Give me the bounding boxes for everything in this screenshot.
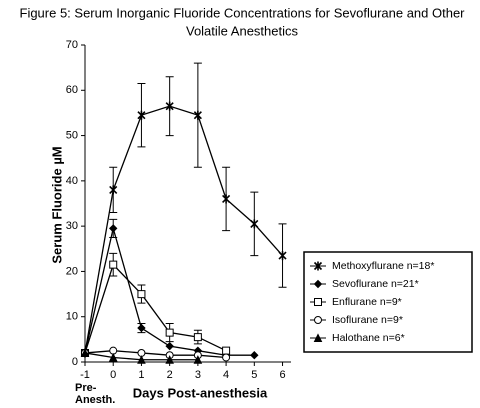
data-point [278,251,287,261]
legend-marker [314,298,322,306]
data-point [109,260,118,269]
series-line [84,350,227,359]
data-point [250,350,259,360]
legend-marker [313,333,323,342]
legend-text: Sevoflurane n=21* [332,278,419,290]
x-axis-label: Days Post-anesthesia [133,385,268,400]
y-tick-label: 50 [66,129,78,141]
data-point [165,101,174,111]
data-point [109,224,118,233]
data-point [109,346,118,355]
x-tick-label: 6 [279,369,285,381]
data-point [250,219,259,229]
legend-text: Isoflurane n=9* [332,314,403,326]
data-point [137,290,146,299]
y-tick-label: 20 [66,265,78,277]
y-tick-label: 10 [66,311,78,323]
series-line [84,105,284,354]
data-point [109,185,118,195]
x-tick-label: 4 [223,369,229,381]
data-point [222,353,231,362]
data-point [222,194,231,204]
y-axis-label: Serum Fluoride µM [49,146,64,263]
y-tick-label: 60 [66,84,78,96]
data-point [108,352,118,362]
data-point [80,348,90,357]
legend-text: Enflurane n=9* [332,296,402,308]
series-line [84,263,227,354]
legend-marker [314,316,323,324]
legend-box [303,251,473,353]
data-point [193,110,202,120]
data-point [222,346,231,355]
data-point [165,355,174,364]
data-point [137,323,146,333]
annotation: Pre- [75,382,97,394]
legend-marker [313,279,323,289]
x-tick-label: 0 [110,369,116,381]
y-tick-label: 70 [66,39,78,51]
data-point [193,355,203,364]
legend-text: Halothane n=6* [332,332,405,344]
data-point [137,355,146,364]
x-tick-label: 3 [195,369,201,381]
x-tick-label: 2 [167,369,173,381]
annotation: Anesth. [75,394,115,406]
y-tick-label: 30 [66,220,78,232]
legend-marker [313,261,323,271]
chart-title: Figure 5: Serum Inorganic Fluoride Conce… [20,5,466,20]
y-tick-label: 40 [66,175,78,187]
chart-title: Volatile Anesthetics [186,23,299,38]
legend-text: Methoxyflurane n=18* [332,260,434,272]
data-point [165,341,174,351]
data-point [137,348,146,357]
data-point [165,328,174,337]
data-point [137,110,146,120]
data-point [193,333,202,342]
x-tick-label: 5 [251,369,257,381]
y-tick-label: 0 [72,356,78,368]
x-tick-label: -1 [80,369,90,381]
x-tick-label: 1 [138,369,144,381]
